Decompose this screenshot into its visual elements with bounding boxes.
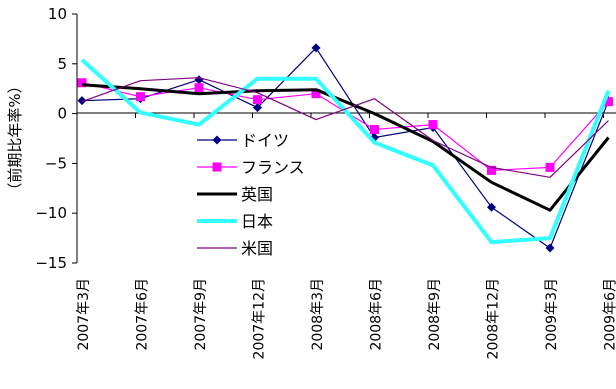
x-tick-label: 2008年9月 — [427, 278, 443, 351]
x-tick-label: 2007年9月 — [193, 278, 209, 351]
series-group — [78, 43, 614, 252]
data-point-marker — [195, 75, 204, 84]
y-tick-label: 0 — [57, 105, 67, 123]
legend-label: 英国 — [241, 185, 273, 204]
y-tick-label: −5 — [45, 154, 67, 172]
data-point-marker — [487, 203, 496, 212]
data-point-marker — [546, 163, 555, 172]
data-point-marker — [195, 83, 204, 92]
y-tick-label: −10 — [35, 204, 67, 222]
x-tick-label: 2008年6月 — [369, 278, 385, 351]
x-tick-label: 2008年3月 — [310, 278, 326, 351]
legend-label: フランス — [241, 158, 305, 177]
legend-label: 日本 — [241, 212, 273, 231]
data-point-marker — [429, 120, 438, 129]
legend-label: ドイツ — [241, 131, 289, 150]
x-tick-label: 2009年6月 — [603, 278, 616, 351]
x-tick-label: 2007年3月 — [76, 278, 92, 351]
x-tick-label: 2009年3月 — [544, 278, 560, 351]
x-tick-label: 2008年12月 — [486, 278, 502, 359]
series-line — [82, 83, 609, 171]
data-point-marker — [546, 244, 555, 253]
data-point-marker — [370, 125, 379, 134]
data-point-marker — [253, 95, 262, 104]
y-axis-label: （前期比年率%） — [6, 78, 24, 197]
data-point-marker — [136, 92, 145, 101]
series-line — [82, 60, 609, 242]
y-tick-label: −15 — [35, 254, 67, 272]
y-tick-label: 10 — [48, 5, 67, 23]
axes-group: 10 5 0 −5 −10 −15 2007年3月 2007年6月 2007年9月 2007年12… — [35, 5, 616, 359]
series-line — [82, 48, 609, 248]
series-line — [82, 85, 609, 211]
legend-marker — [213, 163, 222, 172]
x-tick-label: 2007年6月 — [135, 278, 151, 351]
legend-marker — [213, 136, 222, 145]
x-tick-label: 2007年12月 — [252, 278, 268, 359]
y-tick-label: 5 — [57, 55, 67, 73]
legend-label: 米国 — [241, 239, 273, 258]
